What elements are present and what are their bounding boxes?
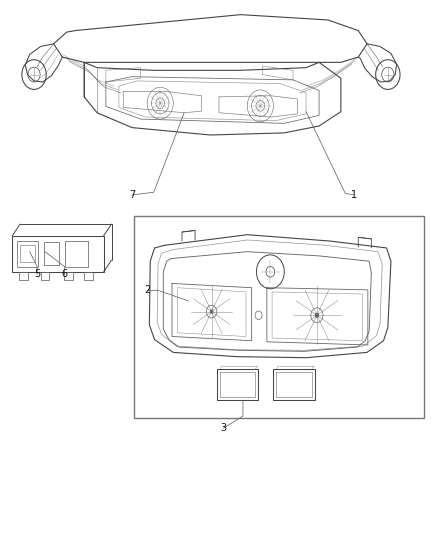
Text: 2: 2: [144, 285, 150, 295]
Text: 7: 7: [129, 190, 135, 200]
Circle shape: [210, 310, 213, 314]
Text: 1: 1: [351, 190, 357, 200]
Text: 6: 6: [61, 270, 67, 279]
Text: 3: 3: [220, 423, 226, 433]
Text: 5: 5: [34, 270, 40, 279]
Bar: [134, 216, 424, 418]
Circle shape: [315, 313, 319, 318]
